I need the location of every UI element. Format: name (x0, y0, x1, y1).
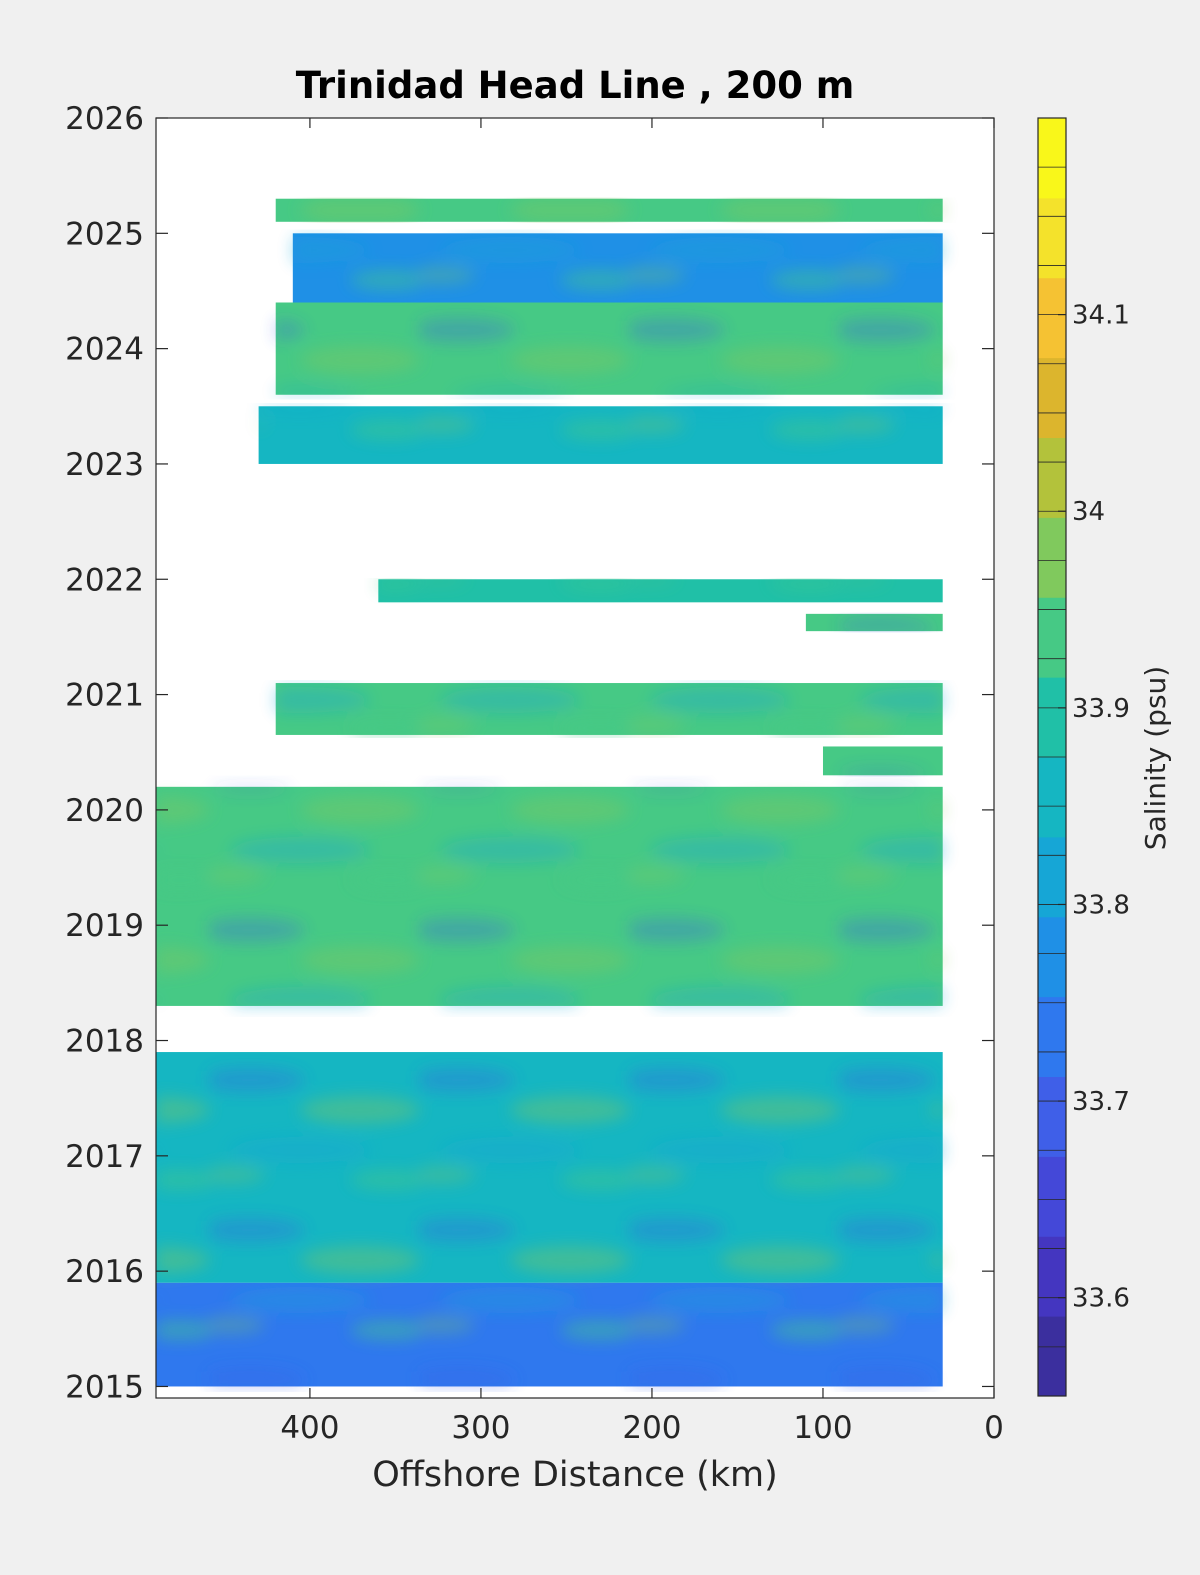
colorbar-swatch (1038, 597, 1066, 678)
y-tick-label: 2017 (65, 1139, 144, 1175)
x-tick-label: 400 (280, 1410, 339, 1446)
x-axis: 400 300 200 100 0 (280, 118, 1004, 1446)
y-tick-label: 2016 (65, 1254, 144, 1290)
salinity-band (156, 786, 943, 1006)
x-axis-label: Offshore Distance (km) (372, 1455, 778, 1495)
y-tick-label: 2022 (65, 562, 144, 598)
colorbar-swatch (1038, 118, 1066, 199)
colorbar-tick-label: 34 (1072, 497, 1105, 527)
colorbar-tick-label: 33.8 (1072, 890, 1130, 920)
y-tick-label: 2018 (65, 1024, 144, 1060)
salinity-band (156, 1282, 943, 1387)
colorbar-swatch (1038, 357, 1066, 438)
y-tick-label: 2023 (65, 447, 144, 483)
salinity-band (378, 579, 943, 603)
salinity-bands (156, 198, 943, 1387)
colorbar-swatch (1038, 996, 1066, 1077)
x-tick-label: 200 (622, 1410, 681, 1446)
colorbar-swatch (1038, 197, 1066, 279)
x-tick-label: 100 (793, 1410, 852, 1446)
y-tick-label: 2015 (65, 1369, 144, 1405)
y-tick-label: 2025 (65, 216, 144, 252)
plot-frame (155, 117, 995, 1399)
colorbar-swatch (1038, 1236, 1066, 1317)
x-tick-label: 300 (451, 1410, 510, 1446)
y-tick-label: 2024 (65, 332, 144, 368)
salinity-band (275, 302, 943, 395)
salinity-band (275, 683, 943, 735)
salinity-band (156, 1052, 943, 1283)
y-axis: 2015 2016 2017 2018 2019 2020 2021 2022 2023 2024… (65, 101, 994, 1405)
colorbar-swatch (1038, 836, 1066, 918)
colorbar-swatch (1038, 677, 1066, 758)
colorbar-swatch (1038, 1316, 1066, 1397)
x-tick-label: 0 (984, 1410, 1004, 1446)
chart-title: Trinidad Head Line , 200 m (296, 64, 855, 107)
y-tick-label: 2026 (65, 101, 144, 137)
y-tick-label: 2021 (65, 678, 144, 714)
colorbar-swatch (1038, 1076, 1066, 1157)
colorbar-swatch (1038, 1156, 1066, 1237)
colorbar-swatch (1038, 517, 1066, 598)
colorbar-tick-label: 34.1 (1072, 301, 1130, 331)
y-tick-label: 2020 (65, 793, 144, 829)
colorbar-swatch (1038, 916, 1066, 998)
colorbar-tick-label: 33.6 (1072, 1284, 1130, 1314)
salinity-band (292, 233, 943, 303)
salinity-band (258, 406, 943, 464)
y-tick-label: 2019 (65, 908, 144, 944)
colorbar-tick-label: 33.9 (1072, 694, 1130, 724)
colorbar: 33.6 33.7 33.8 33.9 34 34.1 (1037, 117, 1130, 1397)
colorbar-swatch (1038, 437, 1066, 518)
colorbar-label: Salinity (psu) (1139, 666, 1172, 850)
colorbar-swatch (1038, 757, 1066, 838)
colorbar-swatch (1038, 277, 1066, 359)
colorbar-frame (1037, 117, 1067, 1397)
salinity-band (805, 613, 943, 632)
salinity-band (275, 198, 943, 222)
colorbar-tick-label: 33.7 (1072, 1087, 1130, 1117)
salinity-band (822, 746, 943, 776)
